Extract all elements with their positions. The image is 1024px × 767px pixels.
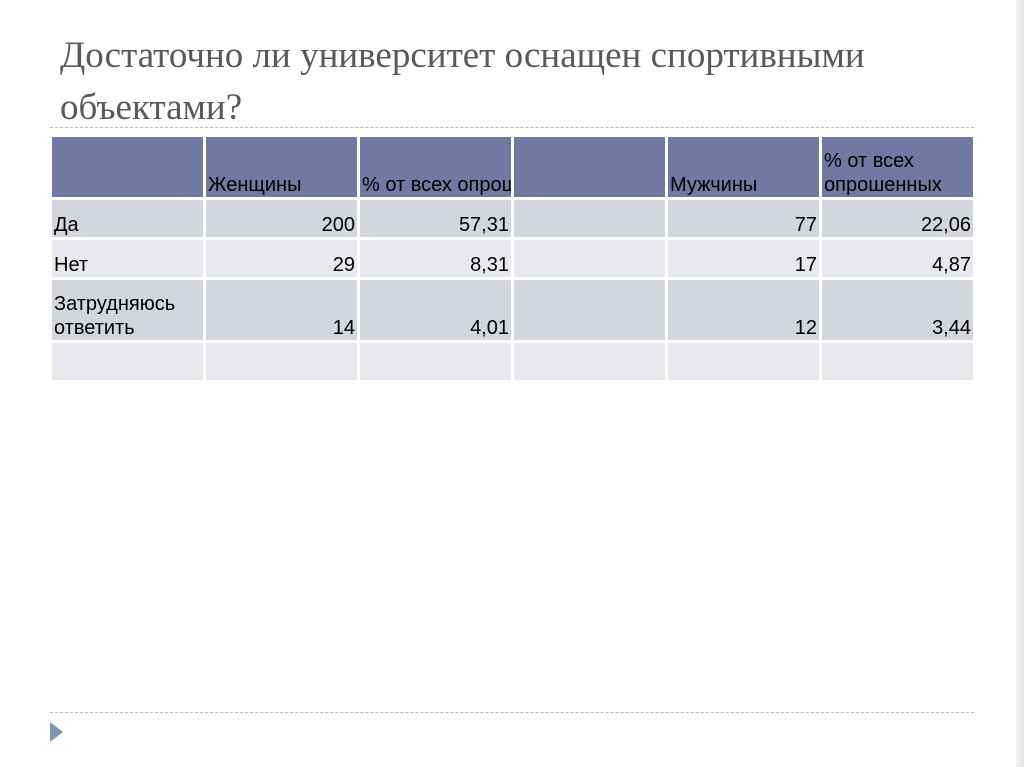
triangle-right-icon <box>50 722 63 742</box>
header-cell-women: Женщины <box>206 137 357 197</box>
women-percent: 4,01 <box>360 280 511 340</box>
women-count <box>206 343 357 380</box>
spacer-cell <box>514 280 665 340</box>
survey-table: Женщины % от всех опрошенных Мужчины % о… <box>49 134 976 383</box>
table-row: Да 200 57,31 77 22,06 <box>52 200 973 237</box>
header-cell-men: Мужчины <box>668 137 819 197</box>
spacer-cell <box>514 200 665 237</box>
header-cell-men-percent: % от всех опрошенных <box>822 137 973 197</box>
men-percent <box>822 343 973 380</box>
table-row: Нет 29 8,31 17 4,87 <box>52 240 973 277</box>
header-cell-empty <box>52 137 203 197</box>
spacer-cell <box>514 343 665 380</box>
row-label: Да <box>52 200 203 237</box>
row-label <box>52 343 203 380</box>
men-percent: 3,44 <box>822 280 973 340</box>
men-count <box>668 343 819 380</box>
footer-divider <box>50 712 974 713</box>
women-percent: 8,31 <box>360 240 511 277</box>
men-percent: 4,87 <box>822 240 973 277</box>
row-label: Нет <box>52 240 203 277</box>
table-row: Затрудняюсь ответить 14 4,01 12 3,44 <box>52 280 973 340</box>
row-label: Затрудняюсь ответить <box>52 280 203 340</box>
spacer-cell <box>514 240 665 277</box>
men-percent: 22,06 <box>822 200 973 237</box>
women-count: 14 <box>206 280 357 340</box>
women-count: 200 <box>206 200 357 237</box>
women-percent: 57,31 <box>360 200 511 237</box>
title-divider <box>50 127 974 128</box>
men-count: 12 <box>668 280 819 340</box>
women-percent <box>360 343 511 380</box>
men-count: 77 <box>668 200 819 237</box>
header-cell-women-percent: % от всех опрошенных <box>360 137 511 197</box>
header-cell-spacer <box>514 137 665 197</box>
table-row <box>52 343 973 380</box>
women-count: 29 <box>206 240 357 277</box>
slide-title: Достаточно ли университет оснащен спорти… <box>60 35 865 128</box>
slide-right-edge <box>1016 0 1024 767</box>
men-count: 17 <box>668 240 819 277</box>
table-header-row: Женщины % от всех опрошенных Мужчины % о… <box>52 137 973 197</box>
